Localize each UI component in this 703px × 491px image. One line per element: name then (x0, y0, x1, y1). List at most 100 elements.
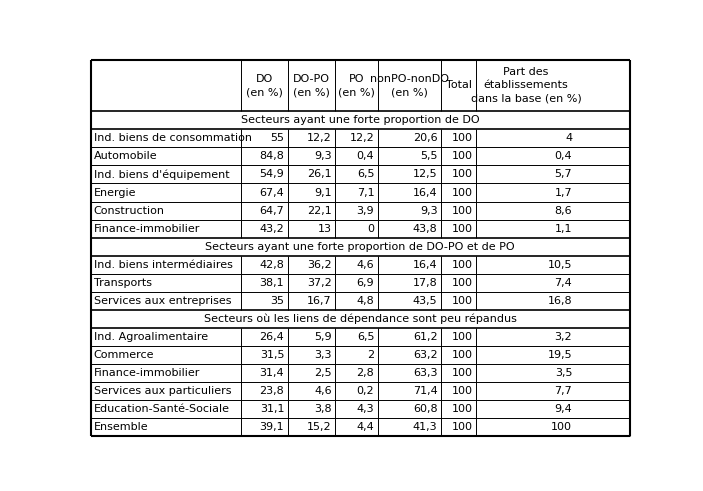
Text: 7,1: 7,1 (356, 188, 374, 197)
Text: Ind. biens intermédiaires: Ind. biens intermédiaires (94, 260, 233, 270)
Text: 16,7: 16,7 (307, 296, 332, 306)
Text: 0,4: 0,4 (356, 151, 374, 162)
Text: 8,6: 8,6 (555, 206, 572, 216)
Text: Secteurs ayant une forte proportion de DO-PO et de PO: Secteurs ayant une forte proportion de D… (205, 242, 515, 252)
Text: 100: 100 (451, 422, 472, 432)
Text: 9,3: 9,3 (420, 206, 437, 216)
Text: 63,2: 63,2 (413, 350, 437, 360)
Text: 100: 100 (451, 278, 472, 288)
Text: Construction: Construction (94, 206, 165, 216)
Text: Total: Total (446, 81, 472, 90)
Text: 12,5: 12,5 (413, 169, 437, 179)
Text: 12,2: 12,2 (307, 134, 332, 143)
Text: 9,1: 9,1 (314, 188, 332, 197)
Text: 100: 100 (451, 206, 472, 216)
Text: 6,9: 6,9 (356, 278, 374, 288)
Text: 100: 100 (451, 134, 472, 143)
Text: 64,7: 64,7 (259, 206, 284, 216)
Text: 42,8: 42,8 (259, 260, 284, 270)
Text: 67,4: 67,4 (259, 188, 284, 197)
Text: 43,8: 43,8 (413, 223, 437, 234)
Text: 9,3: 9,3 (314, 151, 332, 162)
Text: 100: 100 (451, 223, 472, 234)
Text: 4,4: 4,4 (356, 422, 374, 432)
Text: 16,4: 16,4 (413, 188, 437, 197)
Text: Services aux particuliers: Services aux particuliers (94, 386, 231, 396)
Text: Education-Santé-Sociale: Education-Santé-Sociale (94, 404, 230, 414)
Text: 5,9: 5,9 (314, 332, 332, 342)
Text: 1,7: 1,7 (555, 188, 572, 197)
Text: Transports: Transports (94, 278, 152, 288)
Text: 2: 2 (367, 350, 374, 360)
Text: 3,2: 3,2 (555, 332, 572, 342)
Text: 4,6: 4,6 (314, 386, 332, 396)
Text: Ensemble: Ensemble (94, 422, 148, 432)
Text: 100: 100 (451, 260, 472, 270)
Text: nonPO-nonDO
(en %): nonPO-nonDO (en %) (370, 74, 449, 97)
Text: 4,3: 4,3 (356, 404, 374, 414)
Text: 54,9: 54,9 (259, 169, 284, 179)
Text: 55: 55 (270, 134, 284, 143)
Text: Secteurs où les liens de dépendance sont peu répandus: Secteurs où les liens de dépendance sont… (204, 314, 517, 324)
Text: 0,2: 0,2 (356, 386, 374, 396)
Text: 13: 13 (318, 223, 332, 234)
Text: PO
(en %): PO (en %) (338, 74, 375, 97)
Text: 3,8: 3,8 (314, 404, 332, 414)
Text: 12,2: 12,2 (349, 134, 374, 143)
Text: 71,4: 71,4 (413, 386, 437, 396)
Text: 100: 100 (451, 188, 472, 197)
Text: 100: 100 (451, 296, 472, 306)
Text: 31,4: 31,4 (259, 368, 284, 378)
Text: 20,6: 20,6 (413, 134, 437, 143)
Text: 60,8: 60,8 (413, 404, 437, 414)
Text: 35: 35 (270, 296, 284, 306)
Text: 4: 4 (565, 134, 572, 143)
Text: 38,1: 38,1 (259, 278, 284, 288)
Text: 4,6: 4,6 (356, 260, 374, 270)
Text: 100: 100 (451, 386, 472, 396)
Text: 100: 100 (451, 368, 472, 378)
Text: 6,5: 6,5 (357, 332, 374, 342)
Text: 43,2: 43,2 (259, 223, 284, 234)
Text: 10,5: 10,5 (548, 260, 572, 270)
Text: 100: 100 (451, 151, 472, 162)
Text: 31,5: 31,5 (259, 350, 284, 360)
Text: DO-PO
(en %): DO-PO (en %) (293, 74, 330, 97)
Text: 63,3: 63,3 (413, 368, 437, 378)
Text: 26,4: 26,4 (259, 332, 284, 342)
Text: 22,1: 22,1 (307, 206, 332, 216)
Text: Ind. biens de consommation: Ind. biens de consommation (94, 134, 252, 143)
Text: 36,2: 36,2 (307, 260, 332, 270)
Text: Finance-immobilier: Finance-immobilier (94, 223, 200, 234)
Text: 17,8: 17,8 (413, 278, 437, 288)
Text: 16,4: 16,4 (413, 260, 437, 270)
Text: 9,4: 9,4 (555, 404, 572, 414)
Text: Ind. Agroalimentaire: Ind. Agroalimentaire (94, 332, 208, 342)
Text: 7,7: 7,7 (555, 386, 572, 396)
Text: DO
(en %): DO (en %) (246, 74, 283, 97)
Text: 2,5: 2,5 (314, 368, 332, 378)
Text: Automobile: Automobile (94, 151, 157, 162)
Text: 84,8: 84,8 (259, 151, 284, 162)
Text: 6,5: 6,5 (357, 169, 374, 179)
Text: Secteurs ayant une forte proportion de DO: Secteurs ayant une forte proportion de D… (241, 115, 479, 125)
Text: 2,8: 2,8 (356, 368, 374, 378)
Text: Energie: Energie (94, 188, 136, 197)
Text: 7,4: 7,4 (555, 278, 572, 288)
Text: 31,1: 31,1 (259, 404, 284, 414)
Text: 1,1: 1,1 (555, 223, 572, 234)
Text: 100: 100 (551, 422, 572, 432)
Text: 3,3: 3,3 (314, 350, 332, 360)
Text: 100: 100 (451, 350, 472, 360)
Text: 41,3: 41,3 (413, 422, 437, 432)
Text: 15,2: 15,2 (307, 422, 332, 432)
Text: 4,8: 4,8 (356, 296, 374, 306)
Text: Part des
établissements
dans la base (en %): Part des établissements dans la base (en… (471, 67, 581, 104)
Text: 100: 100 (451, 404, 472, 414)
Text: 61,2: 61,2 (413, 332, 437, 342)
Text: 100: 100 (451, 332, 472, 342)
Text: Finance-immobilier: Finance-immobilier (94, 368, 200, 378)
Text: Services aux entreprises: Services aux entreprises (94, 296, 231, 306)
Text: 23,8: 23,8 (259, 386, 284, 396)
Text: 16,8: 16,8 (548, 296, 572, 306)
